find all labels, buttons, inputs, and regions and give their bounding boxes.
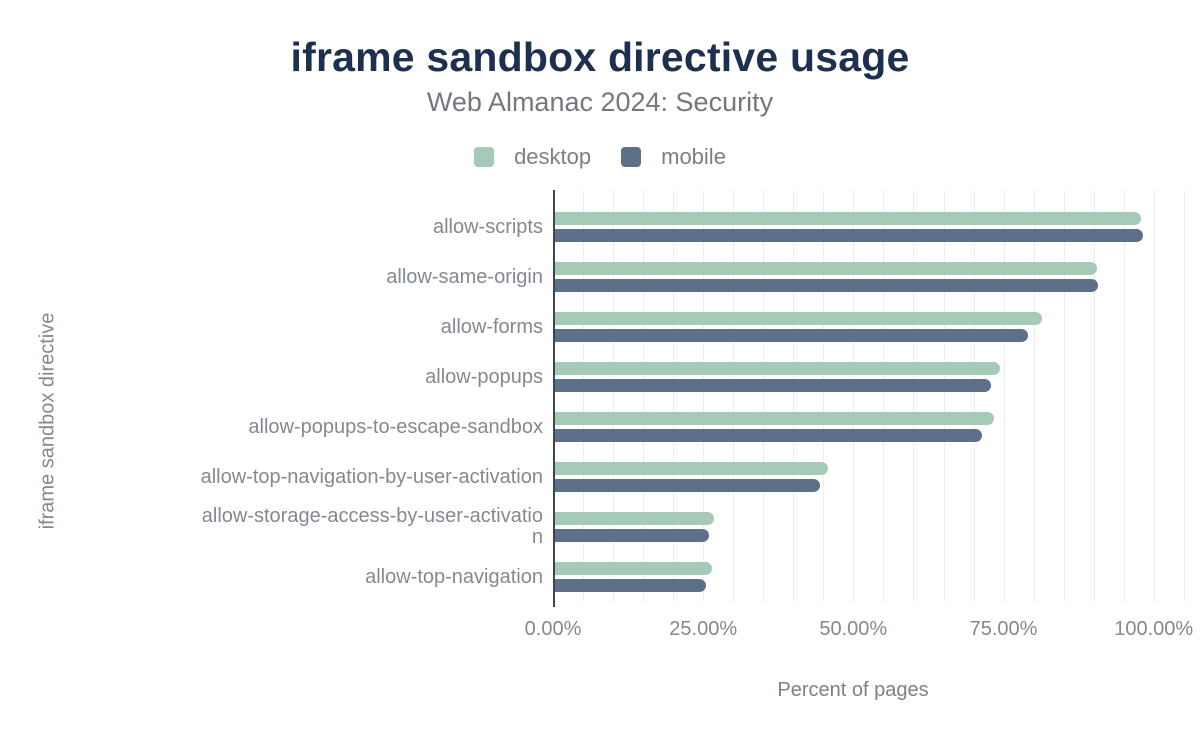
x-tick-label: 75.00% — [969, 618, 1038, 640]
category-label-allow-top-navigation: allow-top-navigation — [365, 565, 543, 588]
legend-label-mobile: mobile — [661, 144, 726, 169]
gridline — [613, 190, 615, 602]
legend-label-desktop: desktop — [514, 144, 592, 169]
gridline — [1153, 190, 1155, 602]
category-label-allow-top-navigation-by-user-activation: allow-top-navigation-by-user-activation — [200, 465, 543, 488]
gridline — [1123, 190, 1125, 602]
category-labels: allow-scripts allow-same-origin allow-form… — [0, 190, 543, 607]
legend-item-mobile: mobile — [621, 146, 726, 168]
gridline — [943, 190, 945, 602]
gridline — [1033, 190, 1035, 602]
category-label-allow-popups: allow-popups — [425, 365, 543, 388]
plot-area — [553, 190, 1185, 607]
gridline — [583, 190, 584, 602]
gridline — [733, 190, 735, 602]
gridline — [973, 190, 975, 602]
bar-desktop-allow-storage-access-by-user-activation — [555, 512, 714, 525]
category-label-allow-same-origin: allow-same-origin — [386, 265, 543, 288]
bar-desktop-allow-top-navigation-by-user-activation — [555, 462, 828, 475]
chart-subtitle: Web Almanac 2024: Security — [426, 87, 774, 117]
gridline — [643, 190, 645, 602]
x-axis-title: Percent of pages — [777, 679, 929, 701]
gridline — [883, 190, 885, 602]
legend: desktop mobile — [0, 146, 1200, 168]
gridline — [1183, 190, 1185, 602]
gridline — [763, 190, 765, 602]
x-tick-label: 25.00% — [669, 618, 738, 640]
gridline — [703, 190, 705, 602]
category-label-allow-scripts: allow-scripts — [432, 215, 543, 238]
bar-mobile-allow-popups — [555, 379, 991, 392]
bar-mobile-allow-top-navigation-by-user-activation — [555, 479, 820, 492]
bar-desktop-allow-same-origin — [555, 262, 1097, 275]
gridline — [853, 190, 855, 602]
chart-title: iframe sandbox directive usage — [290, 34, 910, 80]
bar-desktop-allow-popups — [555, 362, 1000, 375]
bar-mobile-allow-same-origin — [555, 279, 1099, 292]
bar-mobile-allow-scripts — [555, 229, 1143, 242]
gridline — [823, 190, 825, 602]
bar-desktop-allow-top-navigation — [555, 562, 713, 575]
bar-desktop-allow-popups-to-escape-sandbox — [555, 412, 994, 425]
category-label-allow-forms: allow-forms — [440, 315, 543, 338]
gridline — [1063, 190, 1065, 602]
bar-desktop-allow-forms — [555, 312, 1042, 325]
category-label-allow-popups-to-escape-sandbox: allow-popups-to-escape-sandbox — [248, 415, 543, 438]
gridline — [1093, 190, 1095, 602]
x-tick-label: 50.00% — [819, 618, 888, 640]
desktop-swatch-icon — [474, 147, 495, 167]
x-tick-label: 0.00% — [524, 618, 582, 640]
bar-desktop-allow-scripts — [555, 212, 1141, 225]
gridline — [1003, 190, 1005, 602]
x-tick-label: 100.00% — [1114, 618, 1194, 640]
gridline — [913, 190, 915, 602]
x-axis-ticks: 0.00% 25.00% 50.00% 75.00% 100.00% — [0, 618, 1200, 642]
bar-mobile-allow-storage-access-by-user-activation — [555, 529, 709, 542]
mobile-swatch-icon — [621, 147, 642, 167]
category-label-allow-storage-access-by-user-activation: allow-storage-access-by-user-activatio n — [201, 505, 543, 548]
bar-mobile-allow-forms — [555, 329, 1029, 342]
legend-item-desktop: desktop — [474, 146, 591, 168]
gridline — [673, 190, 675, 602]
bar-mobile-allow-popups-to-escape-sandbox — [555, 429, 982, 442]
bar-mobile-allow-top-navigation — [555, 579, 706, 592]
y-axis-line — [553, 190, 555, 607]
gridline — [793, 190, 795, 602]
